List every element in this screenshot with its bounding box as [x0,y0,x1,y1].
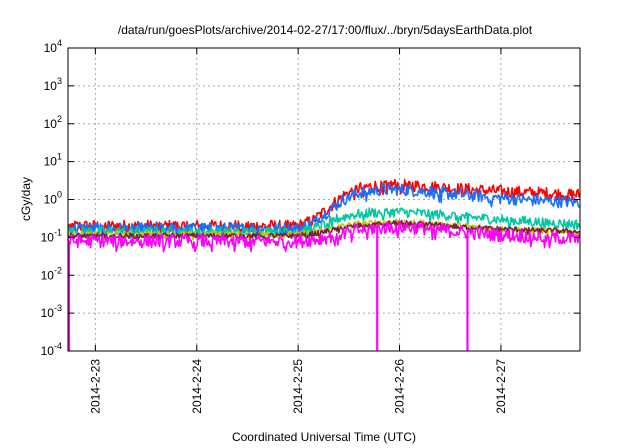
y-tick-label: 100 [44,190,62,207]
y-tick-label: 10-2 [41,265,62,282]
y-tick-label: 10-4 [41,341,62,358]
x-tick-label: 2014-2-25 [291,359,305,414]
series-line [67,219,581,241]
x-tick-label: 2014-2-26 [393,359,407,414]
y-tick-label: 104 [44,38,62,55]
y-tick-label: 10-1 [41,227,62,244]
y-tick-label: 101 [44,152,62,169]
x-tick-label: 2014-2-24 [190,359,204,414]
x-tick-label: 2014-2-23 [88,359,102,414]
x-axis: 2014-2-23 2014-2-24 2014-2-25 2014-2-26 2014… [88,48,508,414]
y-axis-label: cGy/day [19,177,33,221]
chart-title: /data/run/goesPlots/archive/2014-02-27/1… [118,23,533,37]
y-tick-label: 103 [44,76,62,93]
series-line [67,220,581,253]
y-tick-label: 102 [44,114,62,131]
series-line [67,207,581,239]
x-tick-label: 2014-2-27 [494,359,508,414]
series-layer [67,178,581,351]
x-axis-label: Coordinated Universal Time (UTC) [232,430,416,444]
y-tick-label: 10-3 [41,303,62,320]
